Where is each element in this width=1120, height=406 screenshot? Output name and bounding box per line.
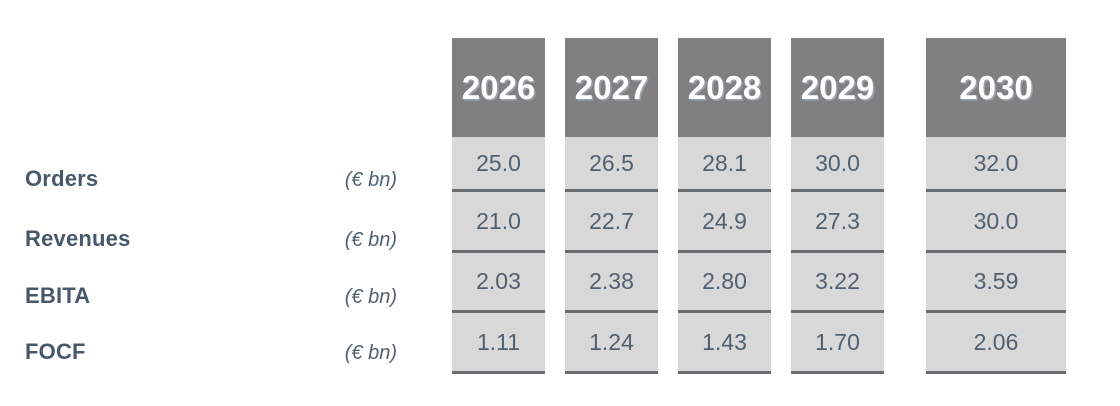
- metric-row: Revenues (€ bn): [25, 226, 397, 254]
- unit-label: (€ bn): [344, 229, 397, 251]
- metric-row: FOCF (€ bn): [25, 339, 397, 367]
- year-header: 2028: [678, 38, 771, 137]
- year-column-2029: 2029 30.0 27.3 3.22 1.70: [791, 38, 884, 374]
- year-column-body: 28.1 24.9 2.80 1.43: [678, 137, 771, 374]
- table-cell: 1.43: [678, 313, 771, 374]
- year-header: 2027: [565, 38, 658, 137]
- table-cell: 1.70: [791, 313, 884, 374]
- year-column-body: 26.5 22.7 2.38 1.24: [565, 137, 658, 374]
- metric-label: EBITA: [25, 283, 91, 308]
- unit-label: (€ bn): [344, 286, 397, 308]
- table-cell: 2.38: [565, 253, 658, 313]
- table-cell: 27.3: [791, 192, 884, 253]
- table-cell: 3.22: [791, 253, 884, 313]
- year-column-body: 30.0 27.3 3.22 1.70: [791, 137, 884, 374]
- table-cell: 30.0: [926, 192, 1066, 253]
- year-column-2028: 2028 28.1 24.9 2.80 1.43: [678, 38, 771, 374]
- table-cell: 25.0: [452, 137, 545, 192]
- year-column-2026: 2026 25.0 21.0 2.03 1.11: [452, 38, 545, 374]
- year-header: 2030: [926, 38, 1066, 137]
- table-cell: 1.24: [565, 313, 658, 374]
- table-cell: 2.03: [452, 253, 545, 313]
- table-cell: 1.11: [452, 313, 545, 374]
- metric-label: FOCF: [25, 339, 86, 364]
- unit-label: (€ bn): [344, 342, 397, 364]
- table-cell: 2.06: [926, 313, 1066, 374]
- metric-label: Revenues: [25, 226, 131, 251]
- year-header: 2029: [791, 38, 884, 137]
- table-cell: 2.80: [678, 253, 771, 313]
- metric-row: EBITA (€ bn): [25, 283, 397, 311]
- unit-label: (€ bn): [344, 169, 397, 191]
- table-cell: 21.0: [452, 192, 545, 253]
- year-column-body: 25.0 21.0 2.03 1.11: [452, 137, 545, 374]
- table-cell: 24.9: [678, 192, 771, 253]
- table-cell: 32.0: [926, 137, 1066, 192]
- metric-row: Orders (€ bn): [25, 166, 397, 194]
- year-column-2027: 2027 26.5 22.7 2.38 1.24: [565, 38, 658, 374]
- table-cell: 3.59: [926, 253, 1066, 313]
- table-cell: 30.0: [791, 137, 884, 192]
- table-cell: 22.7: [565, 192, 658, 253]
- year-column-body: 32.0 30.0 3.59 2.06: [926, 137, 1066, 374]
- table-cell: 28.1: [678, 137, 771, 192]
- year-column-2030: 2030 32.0 30.0 3.59 2.06: [926, 38, 1066, 374]
- metric-label: Orders: [25, 166, 99, 191]
- year-header: 2026: [452, 38, 545, 137]
- table-cell: 26.5: [565, 137, 658, 192]
